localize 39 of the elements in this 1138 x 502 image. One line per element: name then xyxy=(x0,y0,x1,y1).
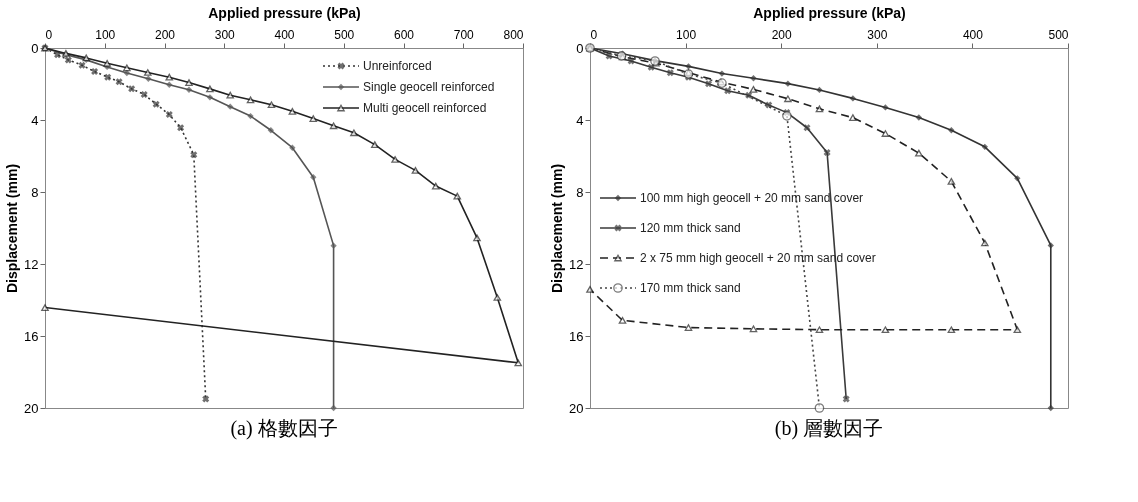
x-tick-label: 300 xyxy=(214,27,236,42)
text: (b) 層數因子 xyxy=(774,417,884,440)
x-tick-label: 200 xyxy=(771,27,793,42)
x-tick-label: 100 xyxy=(676,27,697,42)
x-tick-label: 400 xyxy=(962,27,984,42)
x-tick-label: 800 xyxy=(503,27,524,42)
y-tick-label: 16 xyxy=(24,328,39,344)
legend-label: 100 mm high geocell + 20 mm sand cover xyxy=(640,191,864,205)
x-tick-label: 500 xyxy=(334,27,355,42)
y-axis-title: Displacement (mm) xyxy=(4,163,21,294)
x-axis-title: Applied pressure (kPa) xyxy=(753,4,906,21)
y-tick-label: 0 xyxy=(31,40,39,56)
y-tick-label: 8 xyxy=(576,184,584,200)
text: (a) 格數因子 xyxy=(230,417,338,440)
x-tick-label: 0 xyxy=(590,27,598,42)
x-tick-label: 300 xyxy=(867,27,888,42)
x-axis-title: Applied pressure (kPa) xyxy=(208,4,361,21)
x-tick-label: 400 xyxy=(274,27,295,42)
y-tick-label: 12 xyxy=(24,256,39,272)
y-tick-label: 8 xyxy=(31,184,39,200)
x-tick-label: 100 xyxy=(95,27,116,42)
y-tick-label: 12 xyxy=(569,256,584,272)
legend-label: Multi geocell reinforced xyxy=(363,101,487,115)
legend-label: 120 mm thick sand xyxy=(640,221,741,235)
legend-label: Single geocell reinforced xyxy=(363,80,495,94)
legend-label: 170 mm thick sand xyxy=(640,281,741,295)
x-tick-label: 500 xyxy=(1048,27,1069,42)
x-tick-label: 0 xyxy=(45,27,53,42)
y-tick-label: 20 xyxy=(569,400,584,416)
y-tick-label: 4 xyxy=(576,112,584,128)
y-axis-title: Displacement (mm) xyxy=(549,163,566,294)
y-tick-label: 16 xyxy=(569,328,584,344)
y-tick-label: 20 xyxy=(24,400,39,416)
y-tick-label: 0 xyxy=(576,40,584,56)
y-tick-label: 4 xyxy=(31,112,39,128)
x-tick-label: 700 xyxy=(453,27,475,42)
legend-label: Unreinforced xyxy=(363,59,432,73)
x-tick-label: 600 xyxy=(393,27,415,42)
x-tick-label: 200 xyxy=(154,27,176,42)
